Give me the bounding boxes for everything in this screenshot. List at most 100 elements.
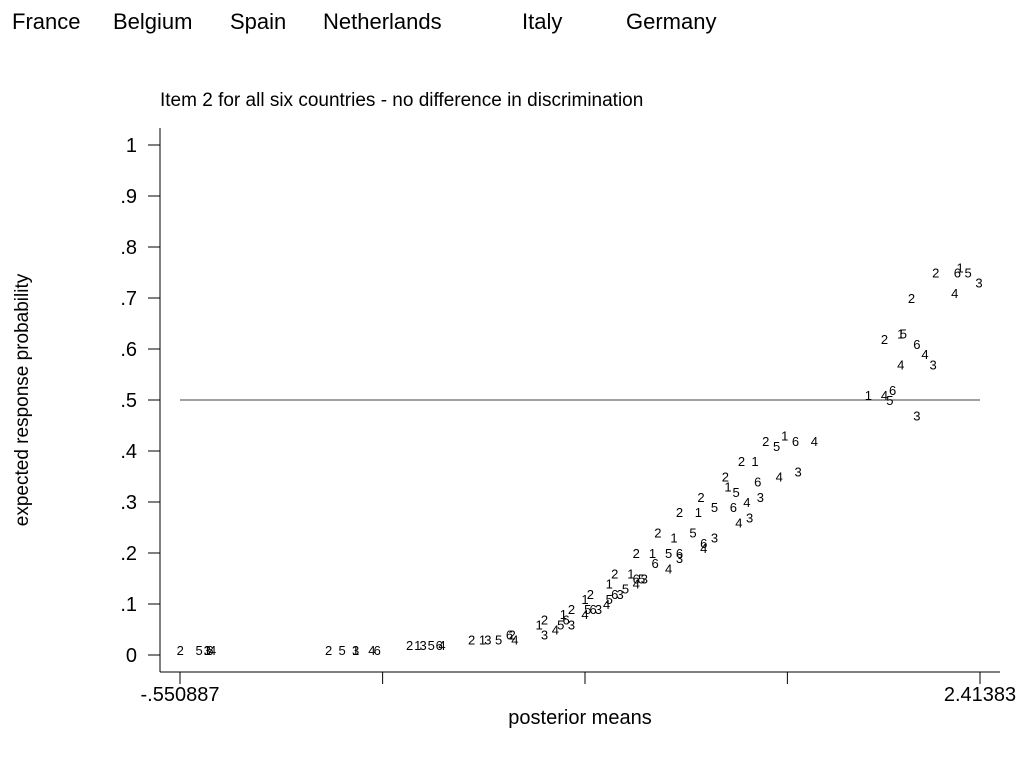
data-point-country-2: 2 bbox=[881, 332, 888, 347]
data-point-country-3: 3 bbox=[757, 490, 764, 505]
data-point-country-2: 2 bbox=[762, 434, 769, 449]
data-point-country-6: 6 bbox=[676, 546, 683, 561]
country-legend: France Belgium Spain Netherlands Italy G… bbox=[0, 8, 1024, 38]
data-point-country-2: 2 bbox=[738, 454, 745, 469]
data-point-country-5: 5 bbox=[606, 592, 613, 607]
y-tick-label: .5 bbox=[120, 390, 137, 412]
data-point-country-1: 1 bbox=[581, 592, 588, 607]
y-tick-label: .2 bbox=[120, 543, 137, 565]
x-axis-ticks: -.550887 2.41383 bbox=[141, 672, 1016, 706]
data-point-country-1: 1 bbox=[536, 617, 543, 632]
data-point-country-5: 5 bbox=[665, 546, 672, 561]
legend-label-france: France bbox=[12, 9, 81, 34]
data-point-country-5: 5 bbox=[622, 582, 629, 597]
data-point-country-2: 2 bbox=[177, 643, 184, 658]
chart-title: Item 2 for all six countries - no differ… bbox=[160, 90, 643, 111]
data-point-country-6: 6 bbox=[611, 587, 618, 602]
data-point-country-2: 2 bbox=[697, 490, 704, 505]
data-point-country-5: 5 bbox=[495, 633, 502, 648]
legend-label-belgium: Belgium bbox=[113, 9, 193, 34]
data-point-country-5: 5 bbox=[196, 643, 203, 658]
data-point-country-6: 6 bbox=[374, 643, 381, 658]
data-point-country-4: 4 bbox=[700, 541, 707, 556]
data-point-country-3: 3 bbox=[711, 531, 718, 546]
data-point-country-1: 1 bbox=[414, 638, 421, 653]
data-point-country-5: 5 bbox=[638, 572, 645, 587]
data-point-country-4: 4 bbox=[633, 577, 640, 592]
data-point-country-6: 6 bbox=[730, 500, 737, 515]
data-point-country-3: 3 bbox=[641, 572, 648, 587]
data-point-country-3: 3 bbox=[541, 628, 548, 643]
data-point-country-5: 5 bbox=[965, 266, 972, 281]
data-point-country-1: 1 bbox=[204, 643, 211, 658]
data-point-country-2: 2 bbox=[633, 546, 640, 561]
data-point-country-4: 4 bbox=[951, 286, 958, 301]
data-point-country-3: 3 bbox=[595, 602, 602, 617]
data-point-country-2: 2 bbox=[509, 628, 516, 643]
data-point-country-1: 1 bbox=[352, 643, 359, 658]
data-point-country-6: 6 bbox=[652, 556, 659, 571]
y-tick-label: .6 bbox=[120, 339, 137, 361]
data-point-country-5: 5 bbox=[711, 500, 718, 515]
data-point-country-5: 5 bbox=[886, 393, 893, 408]
data-point-country-4: 4 bbox=[665, 561, 672, 576]
legend-label-italy: Italy bbox=[522, 9, 563, 34]
data-point-country-3: 3 bbox=[568, 617, 575, 632]
y-tick-label: .7 bbox=[120, 288, 137, 310]
data-point-country-3: 3 bbox=[204, 643, 211, 658]
data-point-country-3: 3 bbox=[913, 408, 920, 423]
data-point-country-1: 1 bbox=[606, 577, 613, 592]
data-point-country-6: 6 bbox=[436, 638, 443, 653]
data-point-country-4: 4 bbox=[552, 623, 559, 638]
data-point-country-1: 1 bbox=[956, 260, 963, 275]
data-point-country-2: 2 bbox=[722, 470, 729, 485]
data-point-country-2: 2 bbox=[568, 602, 575, 617]
data-point-country-3: 3 bbox=[352, 643, 359, 658]
data-point-country-1: 1 bbox=[670, 531, 677, 546]
data-point-country-3: 3 bbox=[795, 464, 802, 479]
y-tick-label: 1 bbox=[126, 135, 137, 157]
data-point-country-6: 6 bbox=[954, 266, 961, 281]
data-point-country-2: 2 bbox=[541, 612, 548, 627]
data-point-country-2: 2 bbox=[587, 587, 594, 602]
data-point-country-1: 1 bbox=[560, 607, 567, 622]
data-point-country-6: 6 bbox=[700, 536, 707, 551]
data-point-country-4: 4 bbox=[897, 357, 904, 372]
data-point-country-6: 6 bbox=[633, 572, 640, 587]
data-point-country-4: 4 bbox=[511, 633, 518, 648]
data-point-country-2: 2 bbox=[932, 266, 939, 281]
data-point-country-1: 1 bbox=[751, 454, 758, 469]
legend-label-netherlands: Netherlands bbox=[323, 9, 442, 34]
y-tick-label: 0 bbox=[126, 645, 137, 667]
data-point-country-4: 4 bbox=[921, 347, 928, 362]
y-tick-label: .1 bbox=[120, 594, 137, 616]
data-point-country-5: 5 bbox=[689, 526, 696, 541]
data-point-country-5: 5 bbox=[339, 643, 346, 658]
data-point-country-5: 5 bbox=[428, 638, 435, 653]
data-point-country-6: 6 bbox=[889, 383, 896, 398]
data-point-country-2: 2 bbox=[468, 633, 475, 648]
data-point-country-4: 4 bbox=[209, 643, 216, 658]
data-point-country-2: 2 bbox=[908, 291, 915, 306]
data-point-country-2: 2 bbox=[676, 505, 683, 520]
data-point-country-5: 5 bbox=[732, 485, 739, 500]
data-point-country-1: 1 bbox=[781, 429, 788, 444]
data-point-country-5: 5 bbox=[773, 439, 780, 454]
data-point-country-2: 2 bbox=[611, 566, 618, 581]
data-point-country-1: 1 bbox=[627, 566, 634, 581]
x-tick-label: -.550887 bbox=[141, 684, 220, 706]
y-axis-ticks: 0 .1 .2 .3 .4 .5 .6 .7 .8 .9 1 bbox=[120, 135, 160, 667]
data-point-country-6: 6 bbox=[506, 628, 513, 643]
x-tick-label: 2.41383 bbox=[944, 684, 1016, 706]
data-point-country-4: 4 bbox=[776, 470, 783, 485]
data-point-country-1: 1 bbox=[695, 505, 702, 520]
y-tick-label: .3 bbox=[120, 492, 137, 514]
data-point-country-5: 5 bbox=[557, 617, 564, 632]
data-point-country-3: 3 bbox=[419, 638, 426, 653]
data-point-country-4: 4 bbox=[368, 643, 375, 658]
x-axis-label: posterior means bbox=[508, 707, 651, 729]
data-point-country-3: 3 bbox=[616, 587, 623, 602]
data-point-country-2: 2 bbox=[654, 526, 661, 541]
data-point-country-6: 6 bbox=[754, 475, 761, 490]
data-point-country-4: 4 bbox=[811, 434, 818, 449]
